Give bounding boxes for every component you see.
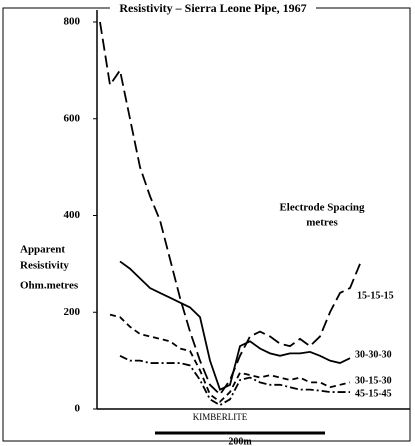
series-label: 30-15-30 [355,375,392,386]
annotation: 200m [228,436,252,446]
series-line [119,354,350,407]
y-tick-label: 0 [75,403,81,415]
y-label: Apparent [20,244,65,256]
series-label: 30-30-30 [355,349,392,360]
title-bg [110,0,316,16]
y-tick-label: 200 [64,306,81,318]
series-label: 45-15-45 [355,388,392,399]
series-line [119,260,351,391]
legend-title: metres [306,217,338,229]
annotation: KIMBERLITE [193,412,248,422]
y-tick-label: 800 [64,16,81,28]
chart-title: Resistivity – Sierra Leone Pipe, 1967 [119,1,306,15]
y-label: Ohm.metres [20,280,79,292]
series-line [99,21,361,396]
series-line [109,313,351,403]
series-label: 15-15-15 [357,290,394,301]
y-tick-label: 600 [64,112,81,124]
legend-title: Electrode Spacing [279,202,365,214]
y-tick-label: 400 [64,209,81,221]
y-label: Resistivity [20,260,69,272]
